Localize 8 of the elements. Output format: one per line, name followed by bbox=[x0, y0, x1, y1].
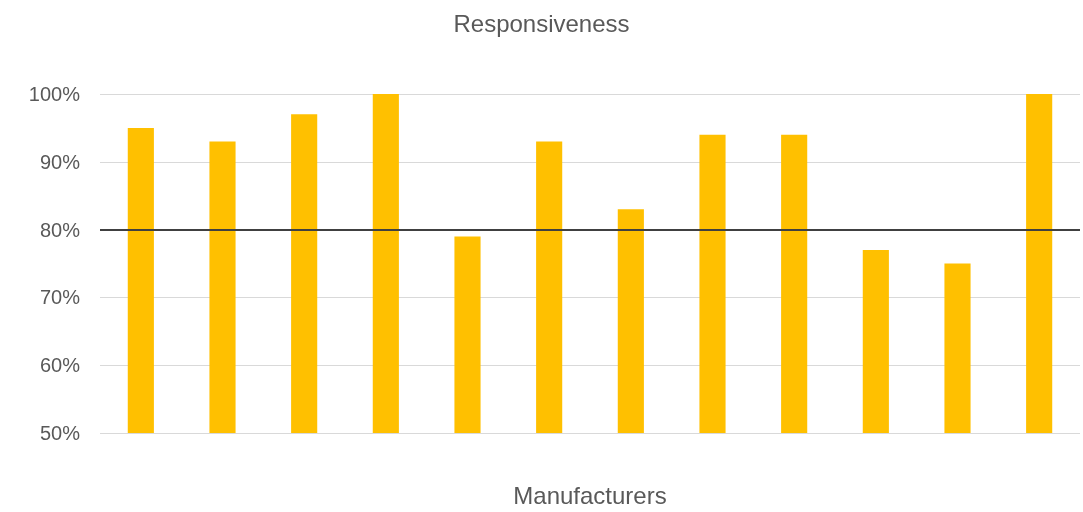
y-tick-label: 90% bbox=[39, 150, 81, 173]
y-tick-label: 60% bbox=[39, 354, 81, 377]
y-tick-label: 100% bbox=[28, 83, 81, 105]
chart-title: Responsiveness bbox=[453, 9, 630, 37]
x-axis-title: Manufacturers bbox=[513, 481, 667, 509]
y-tick-label: 50% bbox=[39, 422, 81, 444]
y-tick-label: 70% bbox=[39, 286, 81, 309]
y-tick-label: 80% bbox=[39, 218, 81, 241]
